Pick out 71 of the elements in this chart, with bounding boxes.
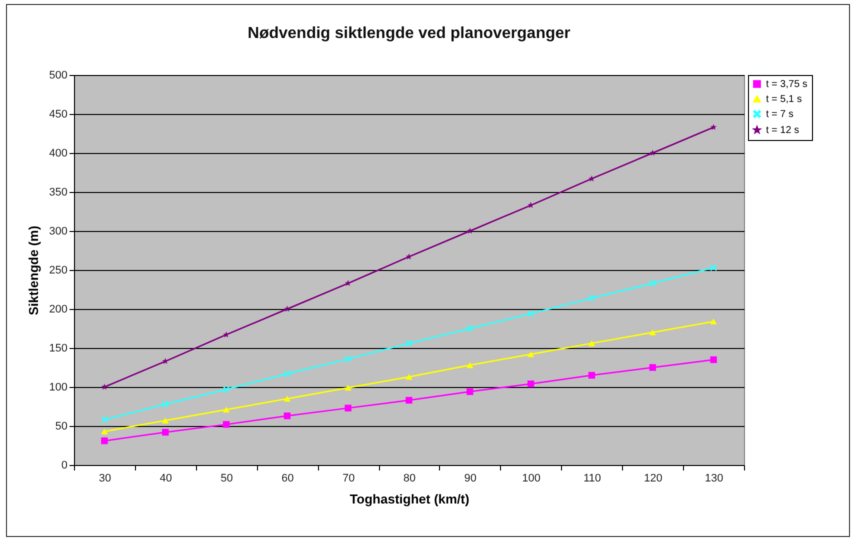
- x-tick-label: 110: [583, 472, 601, 484]
- y-tick-label: 400: [49, 148, 68, 160]
- y-tick-label: 250: [49, 264, 68, 276]
- legend-label: t = 12 s: [766, 125, 800, 136]
- y-tick-label: 100: [49, 382, 68, 394]
- point: [588, 294, 596, 302]
- point: [710, 318, 717, 324]
- point: [466, 388, 474, 396]
- legend-label: t = 5,1 s: [766, 94, 802, 105]
- point: [344, 404, 352, 412]
- point: [588, 372, 596, 379]
- point: [223, 331, 230, 338]
- point: [649, 329, 656, 336]
- point: [222, 421, 230, 428]
- point: [222, 386, 230, 393]
- legend-label: t = 7 s: [766, 109, 794, 120]
- point: [406, 374, 412, 380]
- y-tick-label: 150: [49, 342, 68, 354]
- point: [588, 340, 596, 346]
- point: [344, 384, 352, 391]
- point: [162, 428, 169, 436]
- x-tick-label: 120: [644, 472, 662, 484]
- point: [710, 124, 717, 130]
- x-tick-label: 100: [522, 472, 540, 484]
- point: [588, 175, 595, 182]
- point: [466, 228, 474, 234]
- x-tick-label: 40: [160, 472, 172, 484]
- point: [406, 396, 412, 404]
- point: [710, 356, 717, 364]
- point: [101, 437, 108, 444]
- y-tick-label: 300: [49, 226, 68, 238]
- y-tick-label: 350: [49, 186, 68, 198]
- point: [162, 400, 169, 408]
- x-tick-label: 30: [98, 472, 112, 484]
- chart-title: Nødvendig siktlengde ved planoverganger: [248, 25, 570, 42]
- x-tick-label: 50: [220, 472, 233, 484]
- y-tick-label: 50: [55, 420, 68, 432]
- point: [344, 280, 352, 286]
- y-tick-label: 0: [61, 460, 68, 472]
- point: [222, 406, 230, 413]
- point: [527, 380, 534, 388]
- point: [101, 428, 108, 434]
- point: [527, 310, 534, 318]
- point: [527, 351, 534, 358]
- x-tick-label: 60: [282, 472, 294, 484]
- point: [344, 356, 352, 362]
- point: [284, 396, 291, 402]
- y-tick-label: 200: [49, 304, 68, 316]
- y-tick-label: 450: [49, 108, 68, 120]
- x-tick-label: 90: [464, 472, 477, 484]
- x-axis-title: Toghastighet (km/t): [350, 492, 470, 506]
- point: [649, 364, 656, 371]
- point: [406, 340, 412, 347]
- point: [101, 416, 108, 424]
- point: [284, 370, 291, 378]
- x-tick-label: 80: [403, 472, 416, 484]
- point: [710, 264, 717, 272]
- point: [649, 280, 656, 287]
- point: [649, 150, 656, 156]
- point: [162, 418, 169, 424]
- point: [284, 306, 290, 312]
- point: [466, 362, 474, 368]
- legend-label: t = 3,75 s: [766, 79, 808, 90]
- x-tick-label: 70: [342, 472, 355, 484]
- point: [101, 384, 108, 390]
- point: [466, 325, 474, 332]
- point: [406, 253, 412, 260]
- y-tick-label: 500: [49, 70, 68, 82]
- x-tick-label: 130: [704, 472, 724, 484]
- point: [284, 412, 291, 420]
- y-axis-title: Siktlengde (m): [26, 226, 42, 316]
